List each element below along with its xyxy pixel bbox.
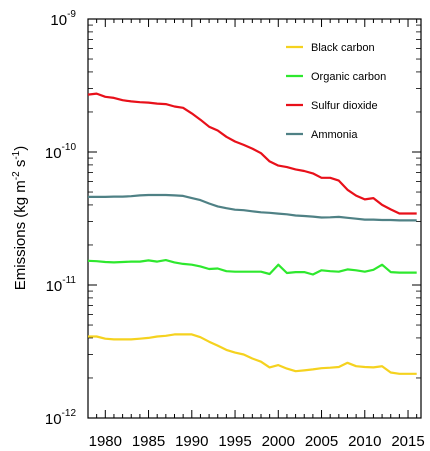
x-ticks: [87, 19, 418, 418]
y-tick-exponent: -10: [62, 142, 77, 153]
x-tick-labels: 1980 1985 1990 1995 2000 2005 2010 2015: [89, 433, 425, 450]
series-line-sulfur-dioxide: [87, 92, 417, 215]
y-axis-label-end: ): [12, 146, 29, 151]
series-lines: [87, 92, 417, 375]
legend: Black carbon Organic carbon Sulfur dioxide…: [286, 42, 386, 141]
y-tick-label: 10-10: [45, 142, 77, 162]
y-tick-base: 10: [45, 411, 62, 428]
series-line-black-carbon: [88, 333, 417, 375]
y-tick-exponent: -12: [62, 408, 77, 419]
y-tick-base: 10: [50, 12, 67, 29]
x-tick-label: 2005: [305, 433, 338, 450]
x-tick-label: 2015: [391, 433, 424, 450]
x-tick-label: 1990: [175, 433, 208, 450]
x-tick-label: 2000: [262, 433, 295, 450]
plot-frame: [87, 18, 422, 419]
legend-label-sulfur-dioxide: Sulfur dioxide: [311, 100, 378, 112]
y-tick-exponent: -11: [62, 275, 76, 286]
x-tick-label: 2010: [348, 433, 381, 450]
y-axis-label: Emissions (kg m-2 s-1): [11, 146, 29, 291]
y-axis-label-exp2: -1: [11, 150, 22, 159]
series-line-ammonia: [88, 193, 417, 222]
y-minor-ticks: [88, 24, 421, 379]
legend-label-black-carbon: Black carbon: [311, 42, 375, 54]
y-tick-exponent: -9: [67, 9, 76, 20]
y-tick-base: 10: [45, 145, 62, 162]
x-tick-label: 1995: [218, 433, 251, 450]
y-tick-label: 10-9: [50, 9, 76, 29]
y-tick-base: 10: [46, 278, 63, 295]
y-axis-label-main: Emissions (kg m: [12, 180, 29, 290]
legend-label-organic-carbon: Organic carbon: [311, 71, 386, 83]
y-axis-label-exp1: -2: [11, 171, 22, 180]
y-tick-label: 10-11: [46, 275, 77, 295]
x-tick-label: 1985: [132, 433, 165, 450]
series-line-organic-carbon: [87, 259, 417, 276]
y-tick-label: 10-12: [45, 408, 77, 428]
legend-label-ammonia: Ammonia: [311, 129, 358, 141]
y-axis-label-mid: s: [12, 160, 29, 172]
x-tick-label: 1980: [89, 433, 122, 450]
